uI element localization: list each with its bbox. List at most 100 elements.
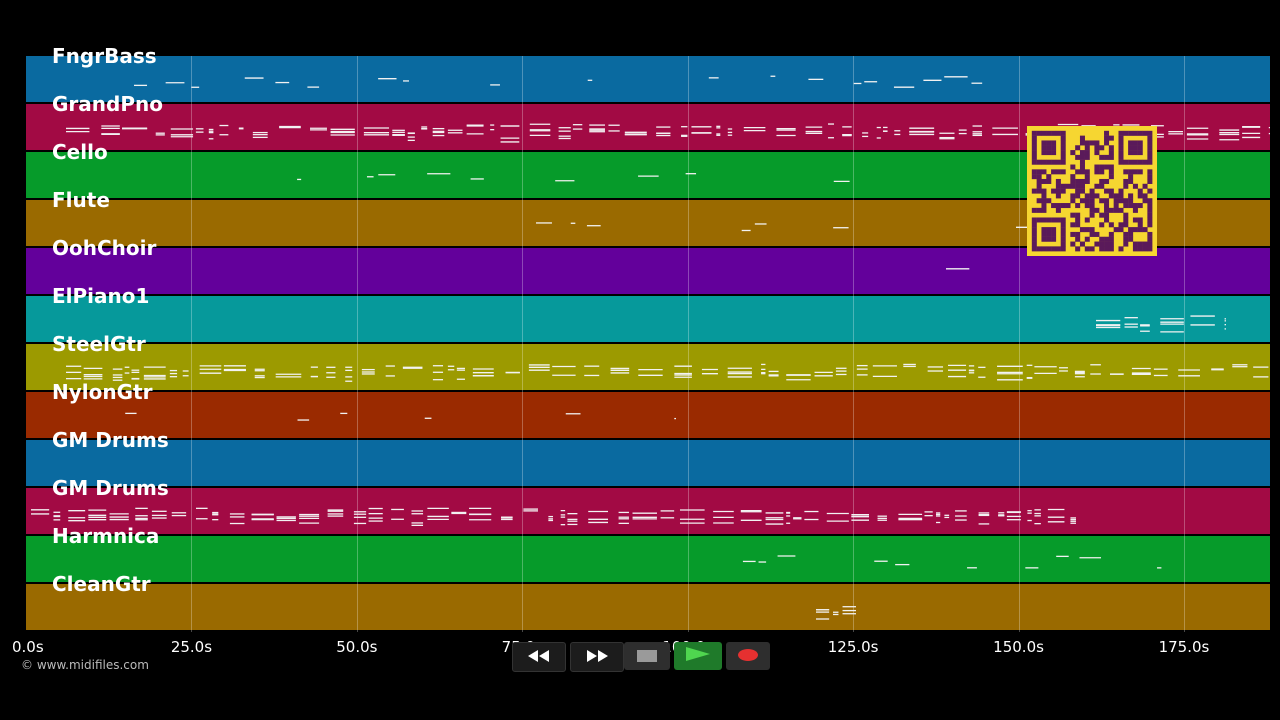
qr-module [1147, 207, 1153, 213]
qr-module [1108, 164, 1114, 170]
qr-module [1046, 145, 1052, 151]
qr-module [1147, 246, 1153, 252]
qr-module [1031, 130, 1037, 136]
qr-module [1051, 130, 1057, 136]
note-layer [31, 75, 1270, 620]
qr-module [1147, 150, 1153, 156]
qr-module [1147, 212, 1153, 218]
qr-module [1147, 222, 1153, 228]
qr-module [1046, 217, 1052, 223]
qr-module [1041, 198, 1047, 204]
qr-module [1118, 207, 1124, 213]
qr-module [1060, 183, 1066, 189]
qr-module [1041, 217, 1047, 223]
qr-module [1108, 150, 1114, 156]
track-lane [26, 488, 1270, 534]
qr-module [1060, 154, 1066, 160]
qr-module [1089, 193, 1095, 199]
track-lane [26, 56, 1270, 102]
qr-module [1079, 241, 1085, 247]
track-name: FngrBass [52, 44, 157, 68]
qr-module [1137, 150, 1143, 156]
qr-module [1108, 222, 1114, 228]
qr-module [1123, 203, 1129, 209]
qr-module [1075, 203, 1081, 209]
qr-module [1128, 145, 1134, 151]
fast-forward-button[interactable] [570, 642, 624, 672]
qr-module [1142, 193, 1148, 199]
qr-module [1137, 227, 1143, 233]
qr-module [1046, 150, 1052, 156]
qr-module [1070, 198, 1076, 204]
qr-module [1118, 188, 1124, 194]
qr-module [1041, 246, 1047, 252]
qr-module [1031, 140, 1037, 146]
qr-module [1099, 183, 1105, 189]
qr-module [1108, 145, 1114, 151]
qr-module [1099, 178, 1105, 184]
qr-code-icon [1031, 130, 1153, 252]
qr-module [1031, 145, 1037, 151]
qr-module [1036, 188, 1042, 194]
qr-module [1051, 188, 1057, 194]
qr-module [1099, 241, 1105, 247]
qr-module [1041, 207, 1047, 213]
qr-module [1147, 135, 1153, 141]
qr-module [1132, 246, 1138, 252]
record-button[interactable] [726, 642, 770, 670]
qr-module [1070, 212, 1076, 218]
qr-module [1060, 145, 1066, 151]
qr-module [1041, 169, 1047, 175]
qr-module [1089, 212, 1095, 218]
qr-module [1147, 236, 1153, 242]
qr-module [1104, 154, 1110, 160]
qr-module [1079, 188, 1085, 194]
time-tick-label: 175.0s [1158, 638, 1210, 656]
qr-module [1051, 145, 1057, 151]
qr-module [1031, 227, 1037, 233]
qr-module [1128, 150, 1134, 156]
stop-button[interactable] [624, 642, 670, 670]
qr-module [1075, 212, 1081, 218]
qr-module [1075, 236, 1081, 242]
qr-module [1104, 212, 1110, 218]
qr-module [1041, 145, 1047, 151]
track-name: GM Drums [52, 428, 169, 452]
track-name: CleanGtr [52, 572, 151, 596]
qr-module [1084, 150, 1090, 156]
qr-module [1036, 159, 1042, 165]
qr-module [1142, 198, 1148, 204]
qr-module [1070, 174, 1076, 180]
qr-module [1113, 193, 1119, 199]
qr-module [1118, 227, 1124, 233]
qr-module [1118, 222, 1124, 228]
qr-module [1075, 217, 1081, 223]
qr-module [1128, 169, 1134, 175]
qr-module [1132, 145, 1138, 151]
qr-module [1128, 159, 1134, 165]
qr-module [1099, 222, 1105, 228]
qr-module [1036, 174, 1042, 180]
qr-module [1051, 231, 1057, 237]
qr-module [1137, 217, 1143, 223]
qr-module [1137, 193, 1143, 199]
rewind-button[interactable] [512, 642, 566, 672]
qr-module [1108, 188, 1114, 194]
qr-module [1118, 135, 1124, 141]
qr-module [1070, 183, 1076, 189]
qr-module [1031, 222, 1037, 228]
qr-module [1041, 236, 1047, 242]
qr-module [1079, 154, 1085, 160]
qr-module [1123, 241, 1129, 247]
qr-module [1051, 150, 1057, 156]
qr-module [1075, 183, 1081, 189]
qr-module [1041, 188, 1047, 194]
qr-module [1031, 174, 1037, 180]
qr-module [1041, 159, 1047, 165]
qr-module [1075, 222, 1081, 228]
track-lane [26, 440, 1270, 486]
play-button[interactable] [674, 642, 722, 670]
qr-module [1123, 198, 1129, 204]
grid-line [1183, 56, 1185, 632]
qr-module [1142, 241, 1148, 247]
